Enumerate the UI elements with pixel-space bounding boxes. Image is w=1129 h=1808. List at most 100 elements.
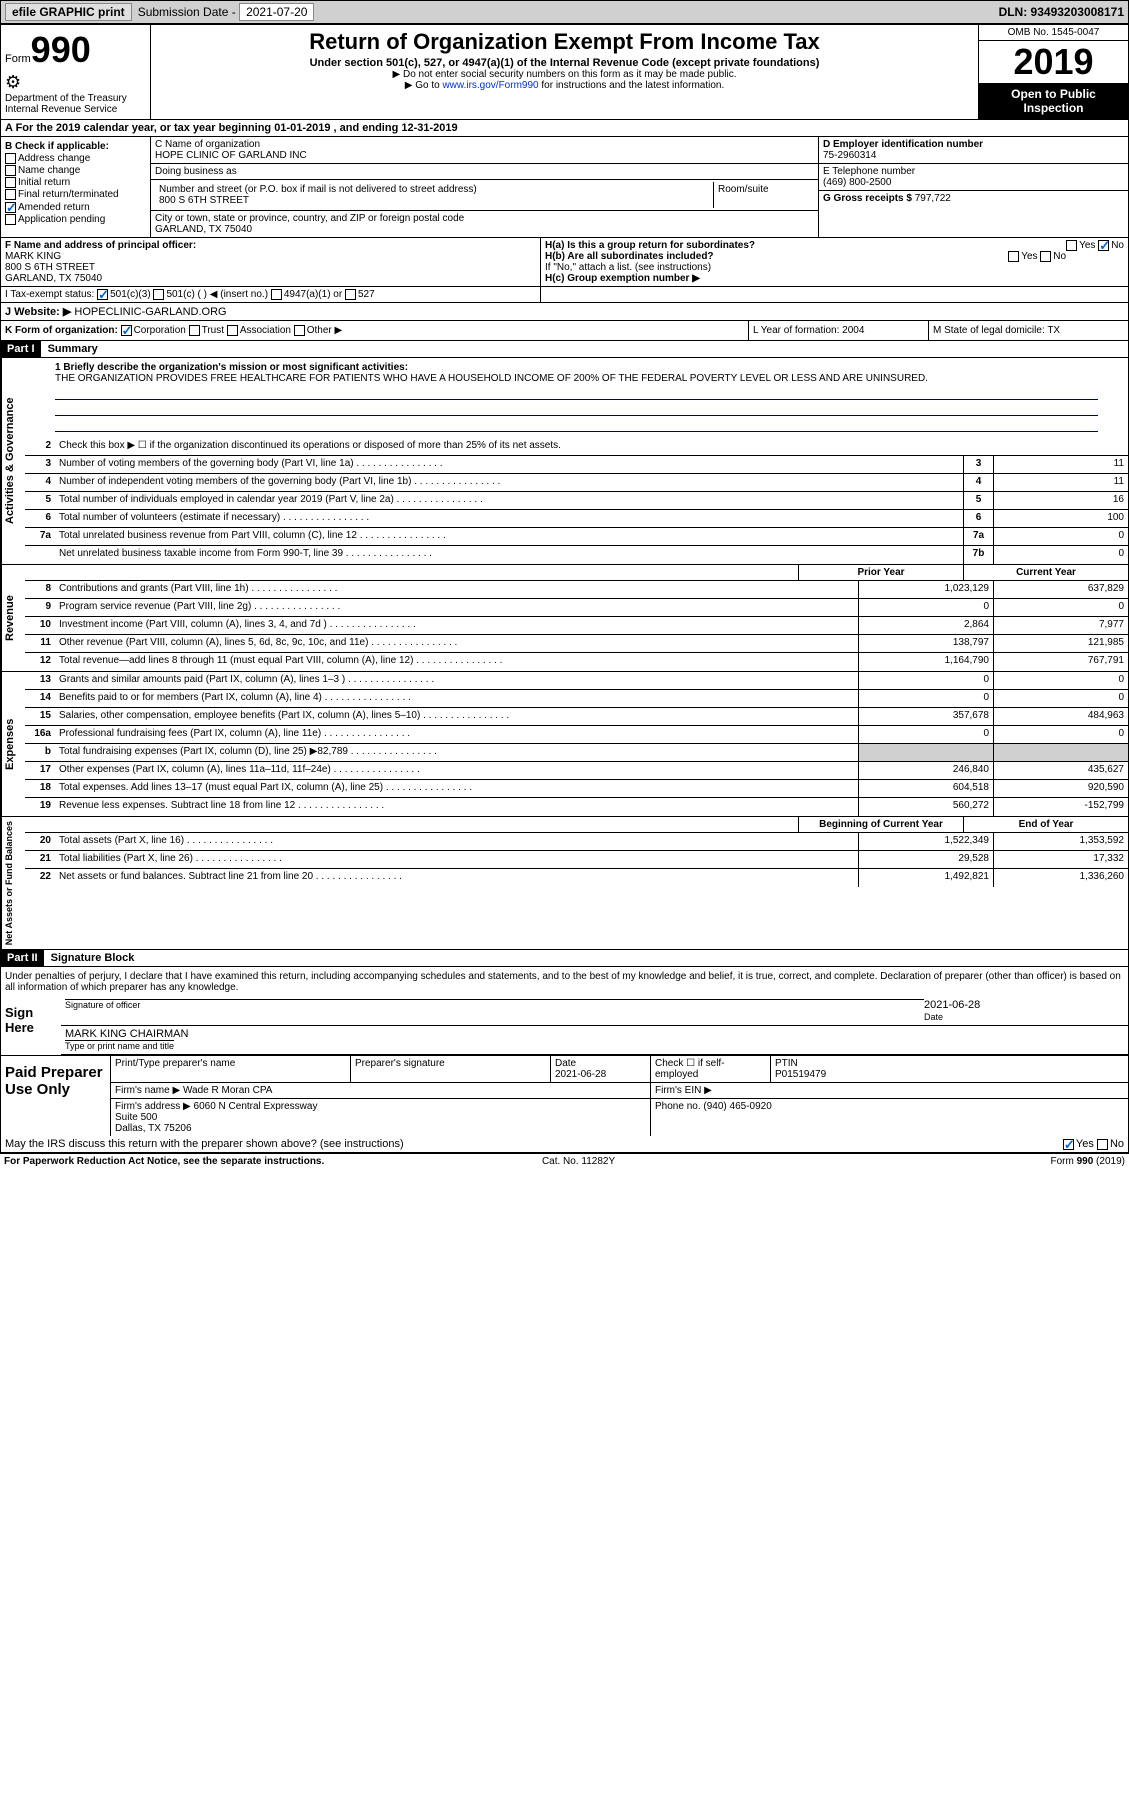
- data-line: 17Other expenses (Part IX, column (A), l…: [25, 762, 1128, 780]
- ptin-value: P01519479: [775, 1069, 826, 1080]
- dba-label: Doing business as: [155, 166, 814, 177]
- beg-year-header: Beginning of Current Year: [798, 817, 963, 832]
- hb-label: H(b) Are all subordinates included?: [545, 251, 714, 262]
- officer-print-name: MARK KING CHAIRMAN: [65, 1028, 188, 1040]
- officer-sig-label: Signature of officer: [65, 999, 924, 1010]
- rev-headers: Prior Year Current Year: [25, 565, 1128, 581]
- prep-self-employed: Check ☐ if self-employed: [651, 1056, 771, 1082]
- firm-name: Wade R Moran CPA: [183, 1085, 272, 1096]
- irs-seal-icon: ⚙: [5, 72, 146, 93]
- part2-badge: Part II: [1, 950, 44, 966]
- gross-label: G Gross receipts $: [823, 193, 912, 204]
- part1-header: Part I Summary: [1, 341, 1128, 358]
- note-ssn: ▶ Do not enter social security numbers o…: [155, 69, 974, 80]
- na-headers: Beginning of Current Year End of Year: [25, 817, 1128, 833]
- org-name-cell: C Name of organization HOPE CLINIC OF GA…: [151, 137, 818, 164]
- header-left: Form990 ⚙ Department of the Treasury Int…: [1, 25, 151, 119]
- gross-cell: G Gross receipts $ 797,722: [819, 191, 1128, 206]
- dept-label: Department of the Treasury Internal Reve…: [5, 93, 146, 115]
- chk-initial[interactable]: Initial return: [5, 177, 146, 188]
- page-footer: For Paperwork Reduction Act Notice, see …: [0, 1154, 1129, 1169]
- org-name: HOPE CLINIC OF GARLAND INC: [155, 150, 814, 161]
- form-header: Form990 ⚙ Department of the Treasury Int…: [1, 25, 1128, 120]
- city-cell: City or town, state or province, country…: [151, 211, 818, 237]
- chk-final[interactable]: Final return/terminated: [5, 189, 146, 200]
- note-link: ▶ Go to www.irs.gov/Form990 for instruct…: [155, 80, 974, 91]
- ein-cell: D Employer identification number 75-2960…: [819, 137, 1128, 164]
- preparer-label: Paid Preparer Use Only: [1, 1056, 111, 1136]
- side-revenue: Revenue: [1, 565, 25, 671]
- data-line: 16aProfessional fundraising fees (Part I…: [25, 726, 1128, 744]
- footer-left: For Paperwork Reduction Act Notice, see …: [4, 1156, 324, 1167]
- sign-here-block: Sign Here Signature of officer 2021-06-2…: [1, 997, 1128, 1055]
- ha-label: H(a) Is this a group return for subordin…: [545, 240, 755, 251]
- row-fh: F Name and address of principal officer:…: [1, 238, 1128, 287]
- data-line: 20Total assets (Part X, line 16) 1,522,3…: [25, 833, 1128, 851]
- discuss-label: May the IRS discuss this return with the…: [5, 1138, 404, 1150]
- current-year-header: Current Year: [963, 565, 1128, 580]
- prep-name-header: Print/Type preparer's name: [111, 1056, 351, 1082]
- chk-address[interactable]: Address change: [5, 153, 146, 164]
- opt-501c: 501(c) ( ) ◀ (insert no.): [166, 289, 268, 300]
- chk-pending[interactable]: Application pending: [5, 214, 146, 225]
- data-line: 12Total revenue—add lines 8 through 11 (…: [25, 653, 1128, 671]
- row-klm: K Form of organization: Corporation Trus…: [1, 321, 1128, 341]
- addr-label: Number and street (or P.O. box if mail i…: [159, 184, 709, 195]
- prior-year-header: Prior Year: [798, 565, 963, 580]
- footer-form: Form 990 (2019): [1050, 1156, 1124, 1167]
- data-line: 18Total expenses. Add lines 13–17 (must …: [25, 780, 1128, 798]
- data-line: 22Net assets or fund balances. Subtract …: [25, 869, 1128, 887]
- gross-value: 797,722: [915, 193, 951, 204]
- opt-501c3: 501(c)(3): [110, 289, 151, 300]
- phone-label: E Telephone number: [823, 166, 915, 177]
- tax-status-label: I Tax-exempt status:: [5, 289, 94, 300]
- chk-amended[interactable]: Amended return: [5, 202, 146, 213]
- col-d: D Employer identification number 75-2960…: [818, 137, 1128, 237]
- header-right: OMB No. 1545-0047 2019 Open to Public In…: [978, 25, 1128, 119]
- box-h: H(a) Is this a group return for subordin…: [541, 238, 1128, 286]
- box-b: B Check if applicable: Address change Na…: [1, 137, 151, 237]
- side-netassets: Net Assets or Fund Balances: [1, 817, 25, 949]
- box-k: K Form of organization: Corporation Trus…: [1, 321, 748, 340]
- row-a-period: A For the 2019 calendar year, or tax yea…: [1, 120, 1128, 137]
- phone-value: (469) 800-2500: [823, 177, 891, 188]
- omb-number: OMB No. 1545-0047: [979, 25, 1128, 41]
- end-year-header: End of Year: [963, 817, 1128, 832]
- netassets-section: Net Assets or Fund Balances Beginning of…: [1, 817, 1128, 950]
- form-number: 990: [31, 29, 91, 70]
- mission-label: 1 Briefly describe the organization's mi…: [55, 362, 408, 373]
- row-j: J Website: ▶ HOPECLINIC-GARLAND.ORG: [1, 303, 1128, 321]
- city-label: City or town, state or province, country…: [155, 213, 814, 224]
- prep-sig-header: Preparer's signature: [351, 1056, 551, 1082]
- irs-link[interactable]: www.irs.gov/Form990: [442, 80, 538, 91]
- open-inspection: Open to Public Inspection: [979, 83, 1128, 119]
- form-subtitle: Under section 501(c), 527, or 4947(a)(1)…: [155, 57, 974, 69]
- officer-addr2: GARLAND, TX 75040: [5, 273, 102, 284]
- gov-line: 5Total number of individuals employed in…: [25, 492, 1128, 510]
- box-l: L Year of formation: 2004: [748, 321, 928, 340]
- row-i: I Tax-exempt status: 501(c)(3) 501(c) ( …: [1, 287, 1128, 303]
- submission-date: 2021-07-20: [239, 3, 314, 21]
- form-word: Form: [5, 53, 31, 65]
- data-line: 19Revenue less expenses. Subtract line 1…: [25, 798, 1128, 816]
- data-line: 13Grants and similar amounts paid (Part …: [25, 672, 1128, 690]
- data-line: 21Total liabilities (Part X, line 26) 29…: [25, 851, 1128, 869]
- box-f: F Name and address of principal officer:…: [1, 238, 541, 286]
- part2-title: Signature Block: [47, 950, 139, 966]
- opt-4947: 4947(a)(1) or: [284, 289, 342, 300]
- data-line: 10Investment income (Part VIII, column (…: [25, 617, 1128, 635]
- efile-button[interactable]: efile GRAPHIC print: [5, 3, 132, 21]
- header-center: Return of Organization Exempt From Incom…: [151, 25, 978, 119]
- website-label: J Website: ▶: [5, 306, 71, 318]
- side-governance: Activities & Governance: [1, 358, 25, 564]
- gov-line: 4Number of independent voting members of…: [25, 474, 1128, 492]
- side-expenses: Expenses: [1, 672, 25, 816]
- org-name-label: C Name of organization: [155, 139, 814, 150]
- data-line: 11Other revenue (Part VIII, column (A), …: [25, 635, 1128, 653]
- chk-name[interactable]: Name change: [5, 165, 146, 176]
- hc-label: H(c) Group exemption number ▶: [545, 273, 700, 284]
- form-title: Return of Organization Exempt From Incom…: [155, 29, 974, 55]
- officer-addr1: 800 S 6TH STREET: [5, 262, 95, 273]
- sig-date: 2021-06-28: [924, 999, 980, 1011]
- data-line: 15Salaries, other compensation, employee…: [25, 708, 1128, 726]
